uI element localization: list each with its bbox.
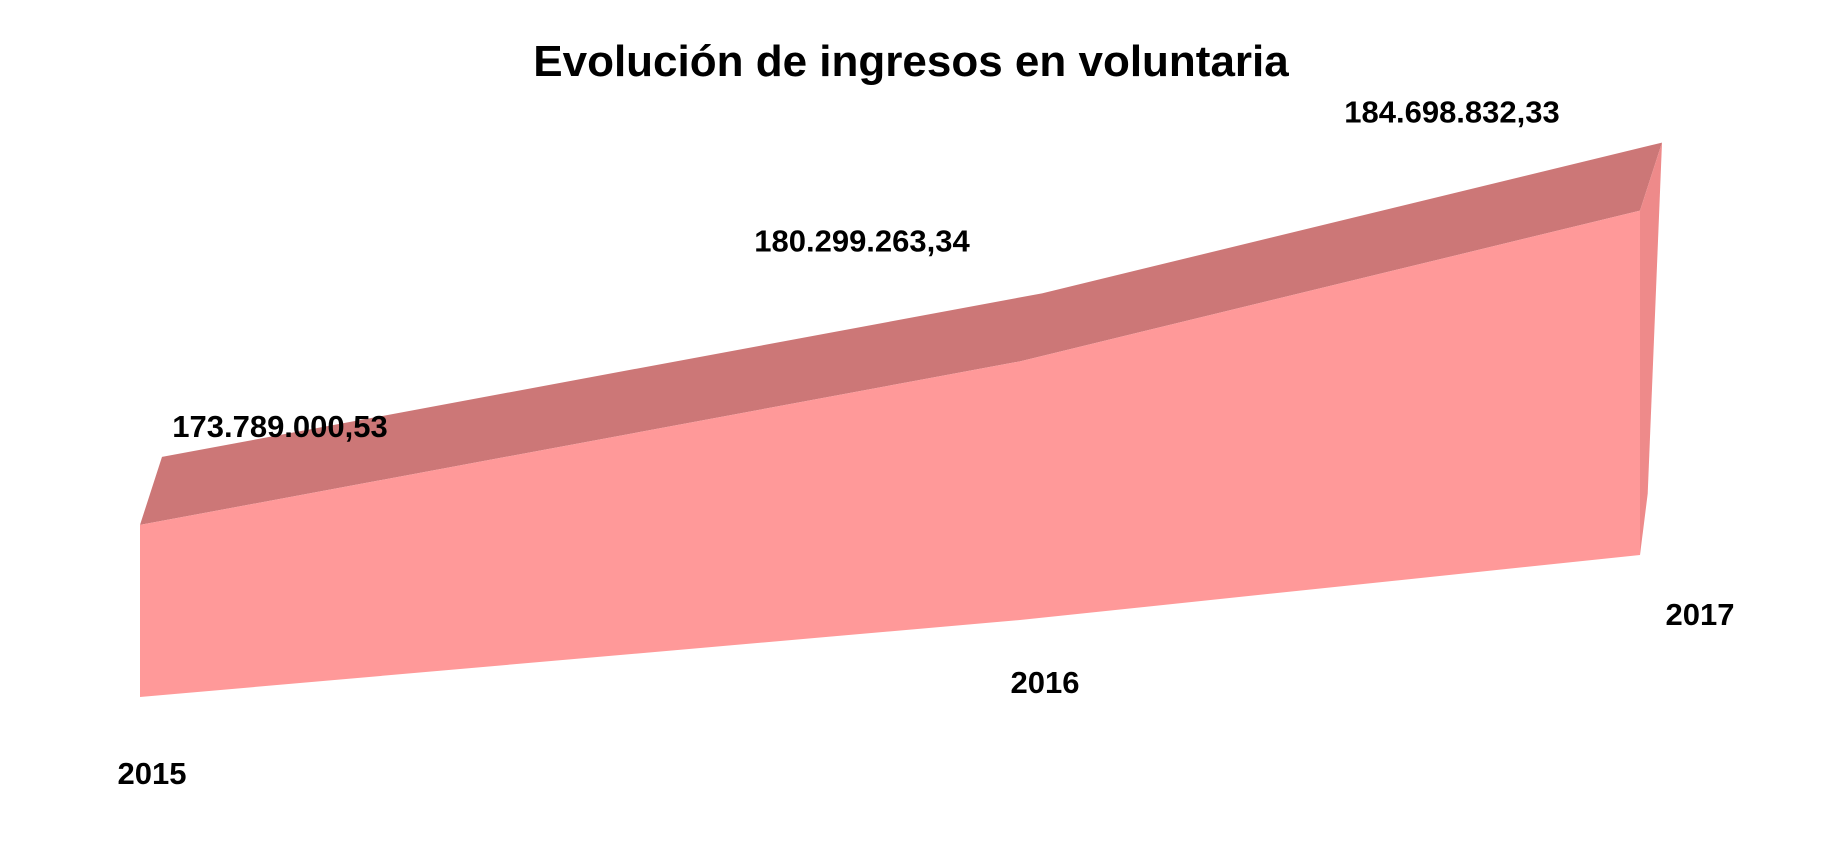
- data-label-2015: 173.789.000,53: [172, 409, 388, 444]
- area-front-face: [140, 210, 1640, 697]
- x-tick-2017: 2017: [1666, 597, 1735, 632]
- area-top-face: [140, 142, 1662, 525]
- data-labels: 173.789.000,53 180.299.263,34 184.698.832,…: [172, 95, 1560, 444]
- area-series: [140, 142, 1662, 697]
- x-tick-2016: 2016: [1011, 665, 1080, 700]
- area-side-face: [1640, 142, 1662, 555]
- data-label-2016: 180.299.263,34: [754, 223, 970, 258]
- data-label-2017: 184.698.832,33: [1344, 95, 1560, 130]
- x-axis-tick-labels: 2015 2016 2017: [118, 597, 1735, 791]
- chart-title: Evolución de ingresos en voluntaria: [533, 37, 1289, 86]
- x-tick-2015: 2015: [118, 756, 187, 791]
